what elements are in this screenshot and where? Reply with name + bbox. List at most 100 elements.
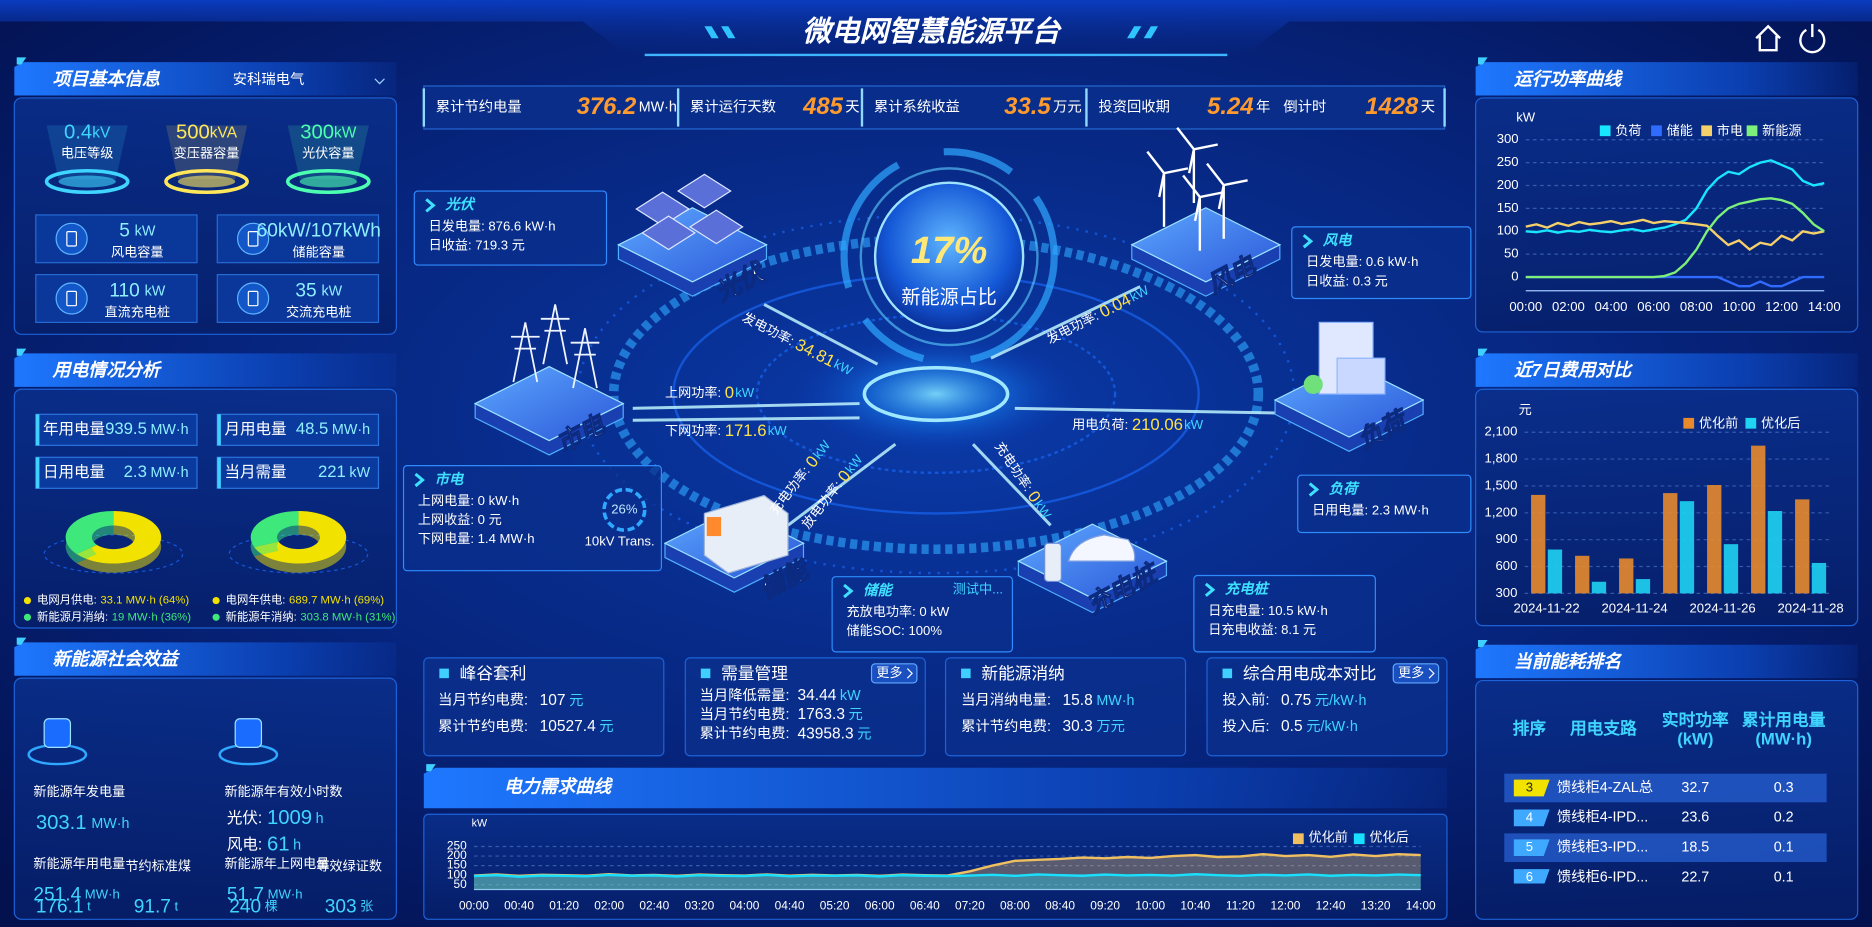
rank-number: 5 [1526,839,1533,854]
pylon [510,322,540,383]
benefit-hours-part: 风电: [227,835,262,853]
line [1525,159,1825,234]
gauge-value: 300kW [300,122,357,144]
home-icon[interactable] [1755,24,1781,52]
gauge-value: 500kVA [176,122,238,144]
info-box-icon [414,472,425,488]
axis-unit: kW [472,818,488,830]
panel-title-accent [426,764,436,772]
info-box-line: 储能SOC: 100% [846,623,942,638]
benefit-card [1206,657,1448,757]
rank-badge [1513,809,1550,827]
benefit-label: 新能源年发电量 [33,784,125,799]
summary-label: 累计运行天数 [690,98,776,115]
card-icon [236,222,270,255]
gauge-label: 电压等级 [61,145,114,161]
panel [423,813,1448,920]
benefit-value-part: MW·h [91,816,129,832]
stat-accent [217,414,221,446]
benefit-row-label: 当月节约电费: [700,706,790,723]
more-button[interactable] [1392,663,1440,684]
legend-swatch [1292,833,1304,845]
more-button[interactable] [870,663,918,684]
y-tick-label: 0 [1511,268,1518,283]
benefit-icon [43,718,72,749]
x-tick-label: 10:40 [1180,898,1210,912]
benefit-label: 新能源年上网电量 [224,856,329,871]
info-box-title: 充电桩 [1225,581,1271,598]
more-button-label[interactable]: 更多 [1398,664,1424,680]
stat-value-part: 48.5 [296,419,329,438]
donut-legend-part: 新能源月消纳: [37,609,108,623]
table-header: 实时功率 [1662,710,1729,730]
x-tick-label: 06:00 [1637,299,1670,314]
rank-rows: 3 馈线柜4-ZAL总 32.7 0.3 4 馈线柜4-IPD... 23.6 0.2 5 馈线柜… [1504,773,1827,884]
benefit-row-label: 当月节约电费: [438,692,528,709]
donut [65,511,162,573]
flow-label-part: 用电负荷: [1072,418,1128,433]
card-icon-glyph [247,290,259,307]
panel [1475,97,1859,333]
x-tick-label: 05:20 [820,898,850,912]
benefit-row-value: 0.75 元/kW·h [1281,692,1367,709]
stat-value: 48.5 MW·h [296,419,370,438]
card-icon-glyph [66,290,78,307]
card-value: 35 kW [295,280,342,301]
benefit-row-value: 10527.4 元 [540,718,614,735]
battery-box [703,494,789,574]
y-tick-label: 250 [1497,154,1519,169]
flow-label-part: kW [768,424,788,439]
benefit-row-value-part: 元 [857,726,871,742]
dropdown-arrow[interactable] [374,78,385,85]
rank-badge [1513,869,1550,884]
branch-power: 18.5 [1681,839,1709,855]
card-icon [55,282,88,315]
company-select[interactable]: 安科瑞电气 [233,71,305,88]
benefit-value-part: 91.7 [134,896,171,917]
tree [1303,374,1323,395]
info-box [402,465,663,572]
bar [1547,549,1563,594]
power-icon[interactable] [1799,23,1826,54]
more-button-label[interactable]: 更多 [876,664,902,680]
x-tick-label: 06:00 [865,898,895,912]
line [1525,197,1825,279]
x-tick-label: 02:00 [1552,299,1585,314]
info-box-line: 日收益: 0.3 元 [1306,273,1388,288]
card-value-part: kW [321,283,342,299]
flow-line [632,416,860,422]
benefit-hours: 光伏: 1009 h [227,807,324,829]
info-box-line: 日发电量: 0.6 kW·h [1306,254,1418,269]
card-value: 60kW/107kWh [257,221,381,242]
x-tick-label: 2024-11-28 [1778,600,1844,615]
table-header: 排序 [1513,718,1547,738]
donut-legend-part: 电网年供电: [226,593,286,607]
x-tick-label: 2024-11-26 [1690,600,1756,615]
benefit-row-value: 0.5 元/kW·h [1281,718,1358,735]
y-tick-label: 50 [454,877,468,891]
benefit-row-label: 累计节约电费: [961,718,1051,735]
legend-swatch [1701,125,1713,137]
card-value-part: 35 [295,280,316,301]
benefit-row-value-part: 元/kW·h [1315,693,1367,709]
branch-name: 馈线柜3-IPD... [1557,838,1648,855]
donut-halo [43,534,184,574]
x-tick-label: 04:00 [1595,299,1628,314]
panel-title-bar [14,62,397,96]
panel-title: 用电情况分析 [52,360,163,380]
benefit-row-value-part: 元/kW·h [1306,719,1358,735]
panel-title-accent [1478,57,1488,65]
panel-title-accent [16,57,27,65]
storage-status: 测试中... [953,581,1003,596]
flow-label-part: kW [735,385,755,400]
benefit-row-value: 107 元 [540,692,584,709]
flow-label-part: 下网功率: [665,423,721,439]
stat-label: 月用电量 [224,420,286,438]
info-box-line: 上网收益: 0 元 [418,512,502,527]
bar [1767,511,1783,594]
card-value: 110 kW [109,280,165,301]
benefit-value-part: 51.7 [227,884,264,905]
stat-value: 2.3 MW·h [124,462,189,481]
